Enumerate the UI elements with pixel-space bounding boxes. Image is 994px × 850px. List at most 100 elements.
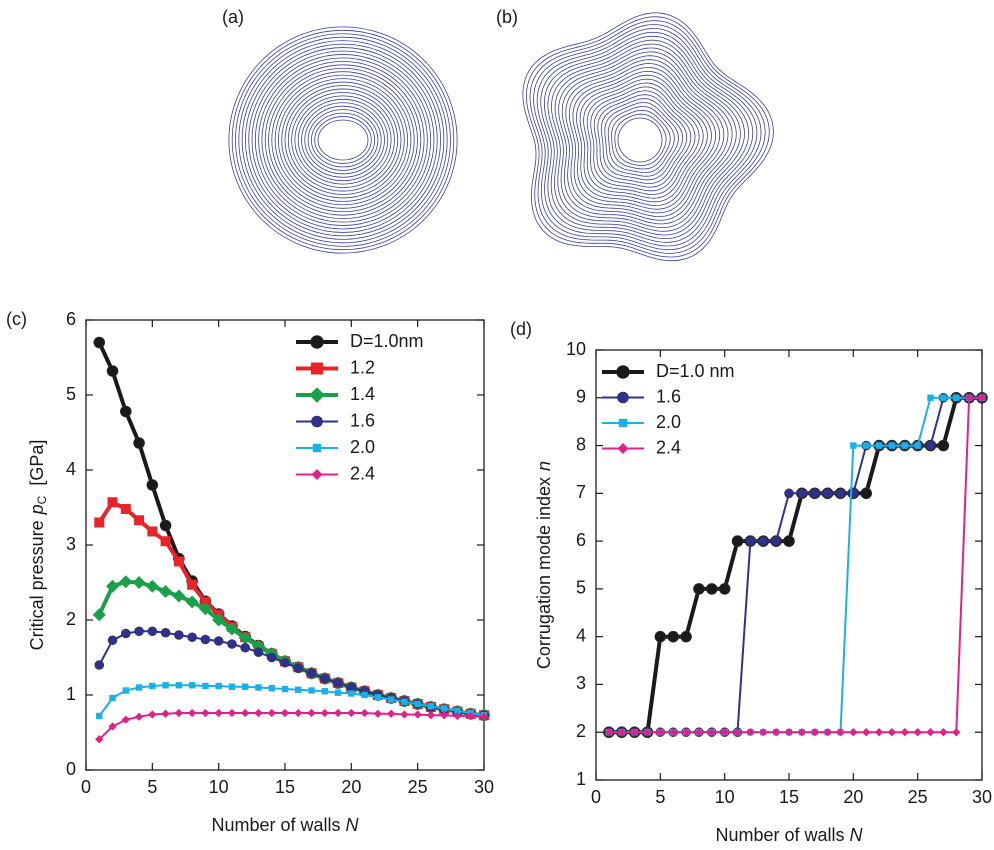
tube-wall	[258, 57, 428, 223]
marker	[268, 685, 275, 692]
marker	[809, 488, 820, 499]
legend-label: 2.0	[350, 437, 375, 457]
marker	[174, 630, 184, 640]
y-axis-label-text: Corrugation mode index	[534, 477, 554, 669]
marker	[242, 683, 249, 690]
tube-wall	[611, 109, 671, 170]
marker	[835, 488, 846, 499]
marker	[863, 442, 870, 449]
tube-wall	[572, 66, 716, 210]
marker	[148, 710, 157, 719]
marker	[426, 711, 436, 720]
marker	[913, 728, 922, 737]
marker	[200, 634, 211, 645]
marker	[187, 708, 197, 718]
marker	[308, 687, 315, 694]
marker	[939, 728, 948, 737]
y-axis-label-text: Critical pressure	[27, 520, 47, 650]
x-tick-label: 25	[408, 777, 428, 797]
marker	[654, 630, 667, 643]
marker	[718, 583, 731, 595]
tube-wall	[597, 94, 688, 184]
marker	[952, 728, 961, 737]
marker	[175, 682, 183, 689]
marker	[771, 536, 781, 546]
tube-wall	[241, 40, 445, 240]
marker	[172, 589, 186, 603]
axis-frame	[85, 319, 485, 771]
y-tick-label: 0	[66, 759, 76, 779]
tube-wall	[554, 47, 737, 229]
marker	[159, 585, 173, 598]
marker	[280, 657, 290, 668]
x-tick-label: 30	[474, 777, 494, 797]
tube-wall	[600, 98, 683, 181]
y-tick-label: 6	[576, 530, 586, 550]
marker	[667, 630, 680, 643]
x-axis-label: Number of walls N	[211, 815, 359, 835]
y-tick-label: 5	[576, 578, 586, 598]
marker	[120, 405, 132, 418]
marker	[874, 728, 884, 737]
marker	[200, 597, 211, 607]
marker	[731, 535, 744, 547]
tube-wall	[551, 43, 741, 232]
marker	[160, 536, 171, 547]
marker	[771, 728, 781, 737]
tube-wall	[291, 92, 395, 188]
marker	[174, 708, 184, 718]
marker	[940, 394, 947, 401]
marker	[810, 728, 819, 737]
marker	[849, 728, 858, 737]
marker	[107, 497, 118, 508]
marker	[281, 685, 289, 693]
marker	[334, 689, 342, 696]
y-tick-label: 2	[576, 721, 586, 741]
concentric-tubes	[228, 26, 458, 254]
marker	[198, 602, 212, 616]
y-axis-label: Corrugation mode index n	[534, 461, 554, 669]
tube-wall	[294, 95, 392, 185]
tube-wall	[529, 20, 766, 254]
marker	[253, 647, 264, 658]
marker	[185, 595, 199, 609]
marker	[745, 536, 756, 546]
marker	[888, 442, 896, 449]
marker	[133, 437, 145, 449]
tube-wall	[536, 28, 758, 247]
marker	[134, 515, 145, 526]
marker	[215, 682, 222, 690]
legend-label: 2.0	[656, 412, 681, 432]
tube-wall	[317, 119, 369, 161]
x-tick-label: 25	[908, 787, 928, 807]
tube-wall	[607, 106, 675, 173]
legend-label: D=1.0nm	[350, 331, 424, 351]
x-axis-label-text: Number of walls	[715, 825, 844, 845]
marker	[94, 517, 105, 528]
marker	[212, 613, 226, 627]
marker	[387, 696, 395, 703]
marker	[823, 728, 832, 737]
panel-label: (b)	[496, 7, 518, 27]
marker	[202, 682, 209, 690]
marker	[161, 709, 170, 718]
marker	[860, 487, 873, 500]
marker	[441, 705, 448, 712]
x-tick-label: 15	[779, 787, 799, 807]
tube-wall	[271, 71, 415, 209]
tube-wall	[268, 67, 418, 213]
marker	[146, 479, 159, 491]
marker	[94, 660, 105, 670]
tube-wall	[558, 51, 733, 225]
tube-wall	[614, 113, 667, 166]
legend-marker	[618, 418, 628, 428]
legend-marker	[617, 443, 629, 454]
marker	[758, 536, 769, 546]
marker	[228, 683, 236, 690]
plot: (c) 0 5 10 15 20 25 30 0 1 2 3 4 5 6 Number of walls N Cr…	[6, 309, 494, 835]
legend-label: 1.6	[350, 410, 375, 430]
marker	[783, 535, 795, 547]
marker	[400, 710, 409, 719]
plot: (d) 0 5 10 15 20 25 30 1 2 3 4 5 6 7 8 9 10 Number of wall…	[510, 319, 992, 845]
marker	[427, 703, 435, 710]
